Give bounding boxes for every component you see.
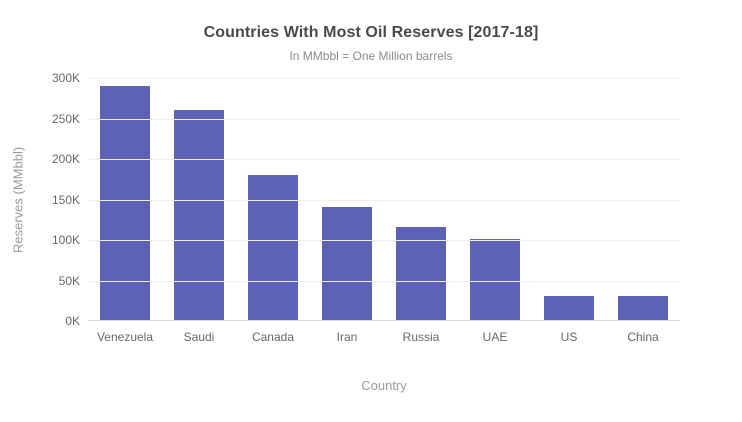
y-tick-label: 200K [51, 152, 80, 167]
y-tick-label: 250K [51, 111, 80, 126]
x-tick-label: Saudi [183, 330, 215, 344]
bar-venezuela[interactable] [100, 86, 150, 320]
y-tick-label: 100K [51, 233, 80, 248]
gridline [88, 280, 680, 282]
y-tick-label: 50K [58, 273, 80, 288]
gridline [88, 159, 680, 161]
plot-area [88, 78, 680, 321]
bar-us[interactable] [544, 295, 594, 320]
bar-uae[interactable] [470, 239, 520, 320]
gridline [88, 240, 680, 242]
x-tick-slot: Saudi [162, 329, 236, 346]
y-tick-label: 300K [51, 71, 80, 85]
bar-slot [236, 78, 310, 320]
x-axis-line [88, 320, 680, 321]
x-tick-label: China [627, 330, 659, 344]
chart-subtitle: In MMbbl = One Million barrels [289, 49, 453, 63]
bar-slot [162, 78, 236, 320]
gridline [88, 199, 680, 201]
bar-slot [310, 78, 384, 320]
x-axis-title: Country [361, 378, 407, 393]
bar-series [88, 78, 680, 320]
bar-slot [384, 78, 458, 320]
y-axis-title: Reserves (MMbbl) [10, 146, 26, 253]
bar-slot [532, 78, 606, 320]
x-tick-label: Venezuela [96, 330, 154, 344]
x-tick-label: US [560, 330, 578, 344]
y-tick-label: 150K [51, 192, 80, 207]
x-tick-slot: Iran [310, 329, 384, 346]
x-tick-label: Russia [402, 330, 440, 344]
x-tick-slot: US [532, 329, 606, 346]
bar-slot [458, 78, 532, 320]
chart-title: Countries With Most Oil Reserves [2017-1… [203, 24, 539, 41]
y-axis-tick-labels: 0K 50K 100K 150K 200K 250K 300K [30, 71, 80, 328]
bar-russia[interactable] [396, 227, 446, 320]
x-axis-tick-labels: Venezuela Saudi Canada Iran Russia UAE US China [88, 329, 680, 346]
bar-china[interactable] [618, 295, 668, 320]
x-tick-slot: UAE [458, 329, 532, 346]
x-tick-slot: Venezuela [88, 329, 162, 346]
bar-iran[interactable] [322, 207, 372, 320]
x-tick-label: UAE [482, 330, 508, 344]
gridline [88, 78, 680, 79]
bar-saudi[interactable] [174, 110, 224, 320]
bar-slot [606, 78, 680, 320]
x-tick-label: Canada [251, 330, 295, 344]
x-tick-slot: Canada [236, 329, 310, 346]
x-tick-slot: Russia [384, 329, 458, 346]
y-tick-label: 0K [65, 314, 80, 328]
x-tick-slot: China [606, 329, 680, 346]
bar-canada[interactable] [248, 174, 298, 320]
x-tick-label: Iran [336, 330, 358, 344]
gridline [88, 118, 680, 120]
